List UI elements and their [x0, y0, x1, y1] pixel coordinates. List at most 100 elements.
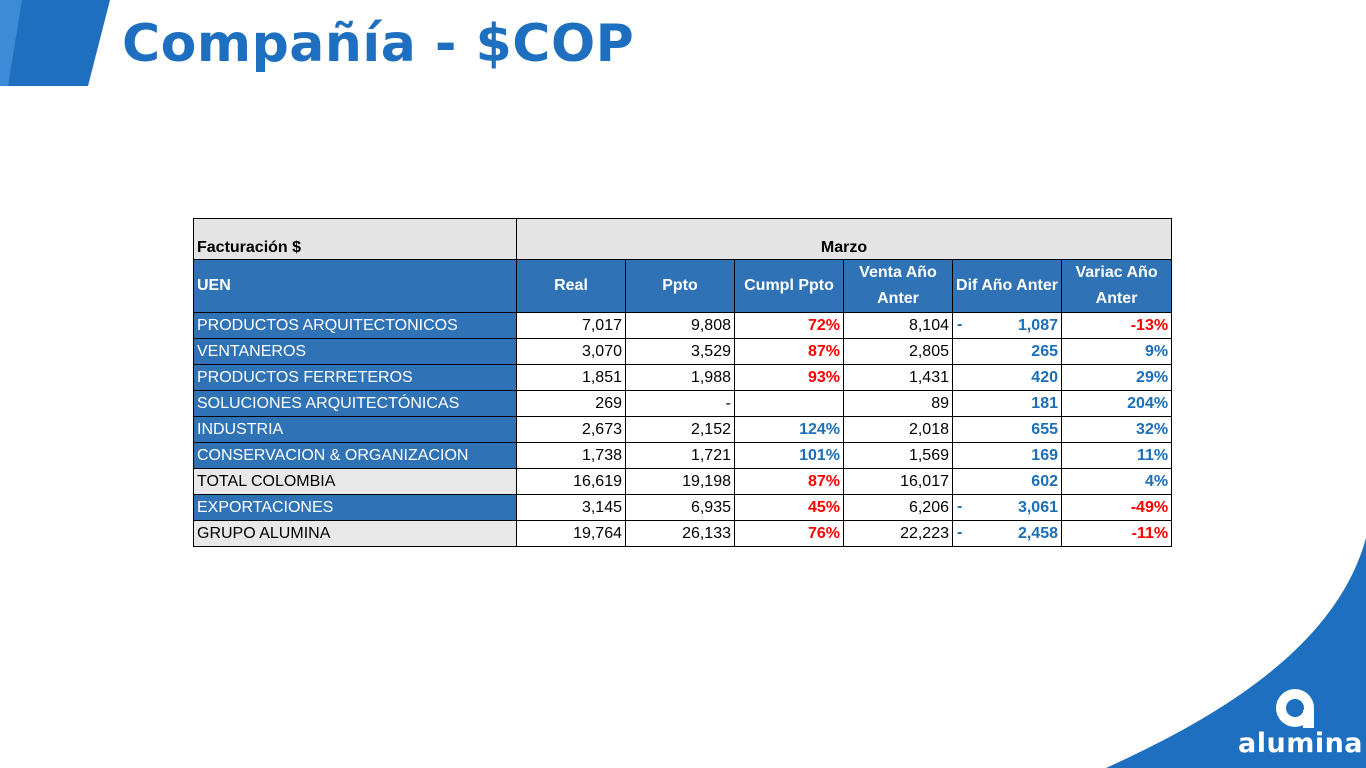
table-row: VENTANEROS 3,070 3,529 87% 2,805 265 9% — [193, 338, 1173, 365]
cell-dif-value: 3,061 — [1017, 498, 1058, 516]
row-uen: EXPORTACIONES — [193, 494, 517, 521]
cell-ppto: 6,935 — [625, 494, 735, 521]
cell-variac-anter: 204% — [1060, 390, 1173, 417]
cell-variac-anter: 11% — [1060, 442, 1173, 469]
cell-real: 2,673 — [516, 416, 626, 443]
column-header-ppto: Ppto — [625, 259, 735, 313]
cell-variac-anter: 9% — [1060, 338, 1173, 365]
cell-cumpl: 45% — [734, 494, 844, 521]
cell-cumpl: 72% — [734, 312, 844, 339]
cell-dif-value: 265 — [1031, 342, 1058, 360]
negative-sign: - — [957, 498, 963, 515]
column-header-variac-anter: Variac Año Anter — [1060, 259, 1173, 313]
cell-variac-anter: 4% — [1060, 468, 1173, 495]
cell-real: 16,619 — [516, 468, 626, 495]
cell-cumpl: 87% — [734, 468, 844, 495]
column-header-real: Real — [516, 259, 626, 313]
cell-real: 7,017 — [516, 312, 626, 339]
cell-dif-anter: 655 — [952, 416, 1062, 443]
cell-ppto: 9,808 — [625, 312, 735, 339]
row-uen: PRODUCTOS ARQUITECTONICOS — [193, 312, 517, 339]
header-corner-accent — [0, 0, 110, 86]
cell-dif-anter: 169 — [952, 442, 1062, 469]
cell-variac-anter: 32% — [1060, 416, 1173, 443]
row-uen: SOLUCIONES ARQUITECTÓNICAS — [193, 390, 517, 417]
cell-dif-value: 169 — [1031, 446, 1058, 464]
cell-venta-anter: 2,805 — [843, 338, 953, 365]
cell-venta-anter: 2,018 — [843, 416, 953, 443]
column-header-dif-anter: Dif Año Anter — [952, 259, 1062, 313]
cell-real: 1,851 — [516, 364, 626, 391]
row-uen: PRODUCTOS FERRETEROS — [193, 364, 517, 391]
row-uen: INDUSTRIA — [193, 416, 517, 443]
table-row: SOLUCIONES ARQUITECTÓNICAS 269 - 89 181 … — [193, 390, 1173, 417]
cell-cumpl — [734, 390, 844, 417]
column-header-uen: UEN — [193, 259, 517, 313]
cell-dif-anter: 420 — [952, 364, 1062, 391]
cell-ppto: - — [625, 390, 735, 417]
row-uen: CONSERVACION & ORGANIZACION — [193, 442, 517, 469]
cell-variac-anter: -11% — [1060, 520, 1173, 547]
cell-dif-anter: - 3,061 — [952, 494, 1062, 521]
table-corner-label: Facturación $ — [193, 218, 517, 260]
cell-variac-anter: 29% — [1060, 364, 1173, 391]
table-row: PRODUCTOS ARQUITECTONICOS 7,017 9,808 72… — [193, 312, 1173, 339]
cell-variac-anter: -13% — [1060, 312, 1173, 339]
table-row: PRODUCTOS FERRETEROS 1,851 1,988 93% 1,4… — [193, 364, 1173, 391]
cell-dif-value: 1,087 — [1017, 316, 1058, 334]
cell-cumpl: 76% — [734, 520, 844, 547]
table-header-period-row: Facturación $ Marzo — [193, 218, 1173, 260]
cell-ppto: 19,198 — [625, 468, 735, 495]
cell-dif-anter: - 1,087 — [952, 312, 1062, 339]
cell-ppto: 26,133 — [625, 520, 735, 547]
negative-sign: - — [957, 316, 963, 333]
cell-venta-anter: 1,569 — [843, 442, 953, 469]
cell-dif-value: 655 — [1031, 420, 1058, 438]
row-uen: TOTAL COLOMBIA — [193, 468, 517, 495]
logo-wordmark: alumina — [1238, 728, 1364, 759]
cell-real: 1,738 — [516, 442, 626, 469]
table-header-columns-row: UEN Real Ppto Cumpl Ppto Venta Año Anter… — [193, 259, 1173, 313]
alumina-logo-icon — [1276, 689, 1314, 728]
table-row: EXPORTACIONES 3,145 6,935 45% 6,206 - 3,0… — [193, 494, 1173, 521]
page-title: Compañía - $COP — [122, 14, 635, 74]
cell-real: 3,145 — [516, 494, 626, 521]
billing-table: Facturación $ Marzo UEN Real Ppto Cumpl … — [193, 218, 1173, 547]
column-header-venta-anter: Venta Año Anter — [843, 259, 953, 313]
cell-ppto: 1,988 — [625, 364, 735, 391]
column-header-cumpl: Cumpl Ppto — [734, 259, 844, 313]
cell-dif-anter: 602 — [952, 468, 1062, 495]
cell-cumpl: 87% — [734, 338, 844, 365]
cell-dif-anter: 181 — [952, 390, 1062, 417]
cell-dif-value: 2,458 — [1017, 524, 1058, 542]
period-header: Marzo — [515, 218, 1173, 260]
cell-variac-anter: -49% — [1060, 494, 1173, 521]
cell-ppto: 2,152 — [625, 416, 735, 443]
cell-dif-value: 602 — [1031, 472, 1058, 490]
cell-real: 269 — [516, 390, 626, 417]
cell-venta-anter: 8,104 — [843, 312, 953, 339]
cell-dif-value: 181 — [1031, 394, 1058, 412]
table-row: INDUSTRIA 2,673 2,152 124% 2,018 655 32% — [193, 416, 1173, 443]
cell-venta-anter: 89 — [843, 390, 953, 417]
table-row-total: GRUPO ALUMINA 19,764 26,133 76% 22,223 -… — [193, 520, 1173, 547]
cell-cumpl: 124% — [734, 416, 844, 443]
table-row: CONSERVACION & ORGANIZACION 1,738 1,721 … — [193, 442, 1173, 469]
cell-venta-anter: 22,223 — [843, 520, 953, 547]
cell-real: 3,070 — [516, 338, 626, 365]
row-uen: GRUPO ALUMINA — [193, 520, 517, 547]
company-logo: alumina — [1238, 686, 1364, 766]
cell-ppto: 1,721 — [625, 442, 735, 469]
cell-venta-anter: 6,206 — [843, 494, 953, 521]
cell-venta-anter: 1,431 — [843, 364, 953, 391]
cell-cumpl: 101% — [734, 442, 844, 469]
cell-ppto: 3,529 — [625, 338, 735, 365]
cell-real: 19,764 — [516, 520, 626, 547]
table-row-total: TOTAL COLOMBIA 16,619 19,198 87% 16,017 … — [193, 468, 1173, 495]
cell-cumpl: 93% — [734, 364, 844, 391]
negative-sign: - — [957, 524, 963, 541]
cell-venta-anter: 16,017 — [843, 468, 953, 495]
cell-dif-value: 420 — [1031, 368, 1058, 386]
cell-dif-anter: - 2,458 — [952, 520, 1062, 547]
row-uen: VENTANEROS — [193, 338, 517, 365]
